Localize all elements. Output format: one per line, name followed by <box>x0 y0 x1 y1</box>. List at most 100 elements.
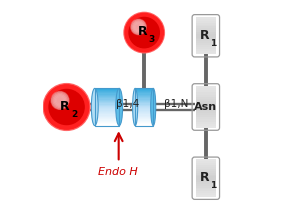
Bar <box>196 41 216 43</box>
Bar <box>196 174 216 176</box>
Bar <box>95 114 119 116</box>
Bar <box>196 125 216 128</box>
Circle shape <box>135 24 142 30</box>
Bar <box>196 180 216 182</box>
Text: 1: 1 <box>210 39 217 48</box>
Bar <box>196 107 216 109</box>
Bar <box>196 100 216 103</box>
Bar <box>196 33 216 36</box>
Bar <box>95 109 119 111</box>
Bar <box>95 122 119 123</box>
Bar <box>196 46 216 49</box>
Bar <box>95 99 119 101</box>
Bar <box>95 101 119 102</box>
Bar <box>95 92 119 93</box>
Bar <box>135 97 153 98</box>
Bar <box>196 191 216 193</box>
Circle shape <box>50 91 83 123</box>
Bar <box>196 92 216 95</box>
Bar <box>196 39 216 41</box>
Bar <box>95 89 119 91</box>
Circle shape <box>55 95 65 106</box>
Bar <box>196 109 216 111</box>
Text: Asn: Asn <box>194 102 217 112</box>
Bar <box>196 168 216 171</box>
Bar <box>196 88 216 91</box>
Bar <box>196 111 216 113</box>
Circle shape <box>134 22 143 31</box>
Bar <box>95 97 119 98</box>
Bar <box>196 183 216 186</box>
Bar <box>196 50 216 52</box>
Bar <box>196 121 216 123</box>
Circle shape <box>51 92 82 122</box>
Circle shape <box>44 85 89 129</box>
Bar <box>95 108 119 110</box>
Bar <box>196 181 216 184</box>
Bar <box>95 96 119 97</box>
Bar <box>135 98 153 100</box>
Bar <box>196 185 216 187</box>
Bar <box>196 35 216 38</box>
Bar <box>135 109 153 111</box>
Circle shape <box>131 19 146 35</box>
Bar <box>196 48 216 51</box>
Circle shape <box>54 94 66 107</box>
Bar <box>135 103 153 104</box>
Circle shape <box>126 14 162 51</box>
Bar <box>135 106 153 107</box>
Bar <box>196 32 216 34</box>
Bar <box>95 106 119 107</box>
Bar <box>95 120 119 122</box>
Bar <box>196 170 216 173</box>
Bar <box>135 113 153 114</box>
Circle shape <box>127 15 161 50</box>
Ellipse shape <box>151 88 156 126</box>
Bar <box>95 91 119 92</box>
Bar <box>135 119 153 121</box>
Bar <box>135 112 153 113</box>
Ellipse shape <box>116 88 123 126</box>
Circle shape <box>53 93 81 121</box>
Bar <box>196 172 216 174</box>
Bar <box>95 98 119 100</box>
Bar <box>196 176 216 178</box>
Bar <box>135 89 153 91</box>
Bar <box>196 193 216 195</box>
Bar <box>196 22 216 25</box>
Circle shape <box>48 88 85 126</box>
Bar <box>95 112 119 113</box>
Bar <box>95 94 119 96</box>
Bar <box>135 88 153 90</box>
Bar <box>95 107 119 108</box>
Circle shape <box>51 92 69 109</box>
Bar <box>135 116 153 117</box>
Text: 2: 2 <box>71 110 77 119</box>
Bar <box>196 19 216 21</box>
Bar <box>196 94 216 97</box>
Bar <box>95 118 119 119</box>
Bar <box>135 110 153 112</box>
Text: R: R <box>138 25 147 38</box>
Bar <box>135 123 153 124</box>
Bar <box>196 189 216 191</box>
Bar <box>196 113 216 115</box>
Bar <box>95 103 119 104</box>
Bar <box>196 24 216 27</box>
Bar <box>196 17 216 19</box>
Bar <box>135 122 153 123</box>
Circle shape <box>125 13 163 52</box>
Text: R: R <box>200 29 209 42</box>
Text: β1,N: β1,N <box>164 99 188 109</box>
Circle shape <box>132 21 156 45</box>
Bar <box>196 163 216 165</box>
Circle shape <box>47 87 86 127</box>
Circle shape <box>43 84 90 130</box>
Bar <box>196 195 216 197</box>
Bar <box>196 117 216 119</box>
Bar <box>196 37 216 40</box>
Bar <box>95 93 119 95</box>
Bar <box>135 120 153 122</box>
Bar <box>135 117 153 118</box>
Circle shape <box>133 21 144 33</box>
